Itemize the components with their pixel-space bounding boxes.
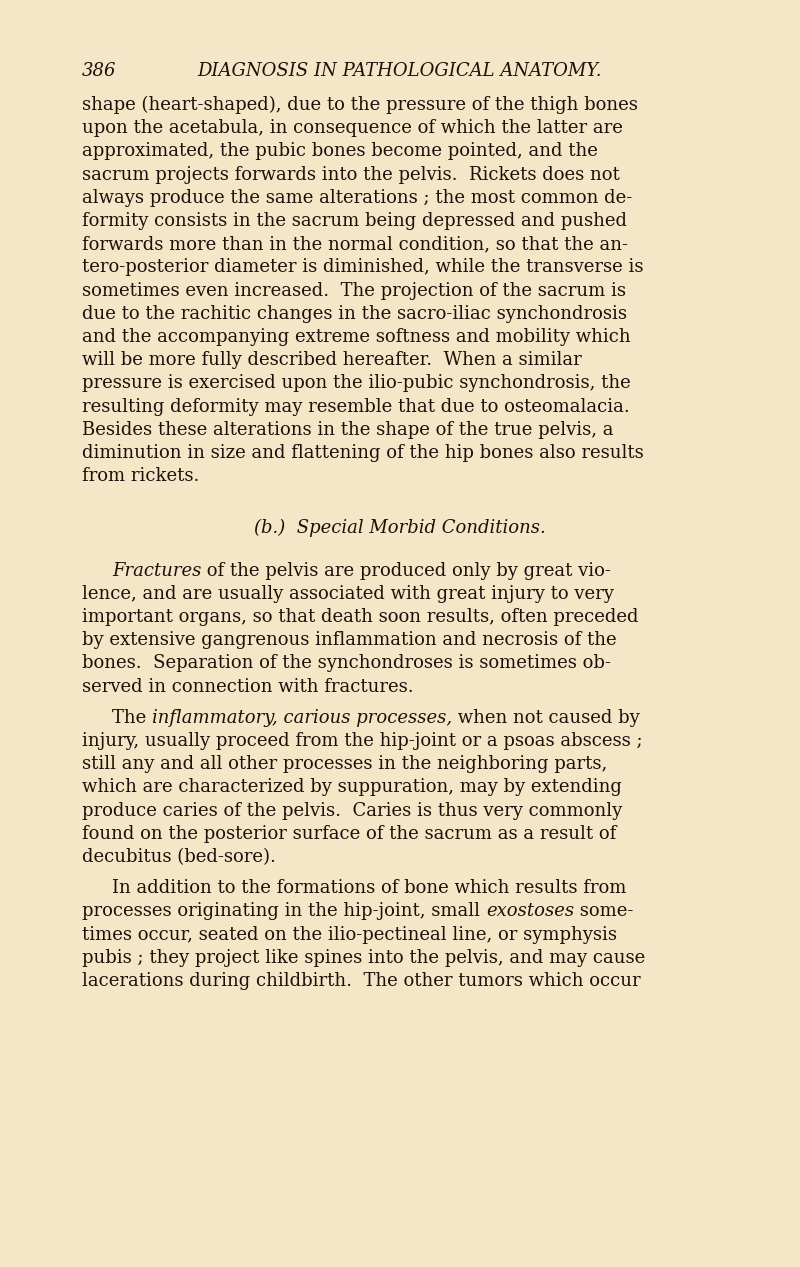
Text: diminution in size and flattening of the hip bones also results: diminution in size and flattening of the… bbox=[82, 443, 644, 462]
Text: (b.)  Special Morbid Conditions.: (b.) Special Morbid Conditions. bbox=[254, 518, 546, 537]
Text: sacrum projects forwards into the pelvis.  Rickets does not: sacrum projects forwards into the pelvis… bbox=[82, 166, 620, 184]
Text: tero-posterior diameter is diminished, while the transverse is: tero-posterior diameter is diminished, w… bbox=[82, 258, 643, 276]
Text: upon the acetabula, in consequence of which the latter are: upon the acetabula, in consequence of wh… bbox=[82, 119, 623, 137]
Text: lacerations during childbirth.  The other tumors which occur: lacerations during childbirth. The other… bbox=[82, 972, 641, 990]
Text: will be more fully described hereafter.  When a similar: will be more fully described hereafter. … bbox=[82, 351, 582, 369]
Text: of the pelvis are produced only by great vio-: of the pelvis are produced only by great… bbox=[202, 561, 611, 579]
Text: exostoses: exostoses bbox=[486, 902, 574, 920]
Text: DIAGNOSIS IN PATHOLOGICAL ANATOMY.: DIAGNOSIS IN PATHOLOGICAL ANATOMY. bbox=[198, 62, 602, 80]
Text: The: The bbox=[112, 708, 152, 727]
Text: still any and all other processes in the neighboring parts,: still any and all other processes in the… bbox=[82, 755, 607, 773]
Text: served in connection with fractures.: served in connection with fractures. bbox=[82, 678, 414, 696]
Text: shape (heart-shaped), due to the pressure of the thigh bones: shape (heart-shaped), due to the pressur… bbox=[82, 96, 638, 114]
Text: Besides these alterations in the shape of the true pelvis, a: Besides these alterations in the shape o… bbox=[82, 421, 614, 438]
Text: injury, usually proceed from the hip-joint or a psoas abscess ;: injury, usually proceed from the hip-joi… bbox=[82, 732, 642, 750]
Text: Fractures: Fractures bbox=[112, 561, 202, 579]
Text: inflammatory, carious processes,: inflammatory, carious processes, bbox=[152, 708, 452, 727]
Text: sometimes even increased.  The projection of the sacrum is: sometimes even increased. The projection… bbox=[82, 281, 626, 299]
Text: lence, and are usually associated with great injury to very: lence, and are usually associated with g… bbox=[82, 585, 614, 603]
Text: and the accompanying extreme softness and mobility which: and the accompanying extreme softness an… bbox=[82, 328, 630, 346]
Text: important organs, so that death soon results, often preceded: important organs, so that death soon res… bbox=[82, 608, 638, 626]
Text: 386: 386 bbox=[82, 62, 117, 80]
Text: times occur, seated on the ilio-pectineal line, or symphysis: times occur, seated on the ilio-pectinea… bbox=[82, 926, 617, 944]
Text: forwards more than in the normal condition, so that the an-: forwards more than in the normal conditi… bbox=[82, 236, 628, 253]
Text: approximated, the pubic bones become pointed, and the: approximated, the pubic bones become poi… bbox=[82, 142, 598, 161]
Text: when not caused by: when not caused by bbox=[452, 708, 640, 727]
Text: produce caries of the pelvis.  Caries is thus very commonly: produce caries of the pelvis. Caries is … bbox=[82, 802, 622, 820]
Text: pressure is exercised upon the ilio-pubic synchondrosis, the: pressure is exercised upon the ilio-pubi… bbox=[82, 375, 630, 393]
Text: processes originating in the hip-joint, small: processes originating in the hip-joint, … bbox=[82, 902, 486, 920]
Text: In addition to the formations of bone which results from: In addition to the formations of bone wh… bbox=[112, 879, 626, 897]
Text: which are characterized by suppuration, may by extending: which are characterized by suppuration, … bbox=[82, 778, 622, 797]
Text: some-: some- bbox=[574, 902, 634, 920]
Text: by extensive gangrenous inflammation and necrosis of the: by extensive gangrenous inflammation and… bbox=[82, 631, 617, 649]
Text: formity consists in the sacrum being depressed and pushed: formity consists in the sacrum being dep… bbox=[82, 212, 627, 231]
Text: pubis ; they project like spines into the pelvis, and may cause: pubis ; they project like spines into th… bbox=[82, 949, 646, 967]
Text: found on the posterior surface of the sacrum as a result of: found on the posterior surface of the sa… bbox=[82, 825, 616, 843]
Text: always produce the same alterations ; the most common de-: always produce the same alterations ; th… bbox=[82, 189, 632, 207]
Text: bones.  Separation of the synchondroses is sometimes ob-: bones. Separation of the synchondroses i… bbox=[82, 654, 611, 673]
Text: from rickets.: from rickets. bbox=[82, 468, 199, 485]
Text: resulting deformity may resemble that due to osteomalacia.: resulting deformity may resemble that du… bbox=[82, 398, 630, 416]
Text: due to the rachitic changes in the sacro-iliac synchondrosis: due to the rachitic changes in the sacro… bbox=[82, 305, 627, 323]
Text: decubitus (bed-sore).: decubitus (bed-sore). bbox=[82, 848, 276, 867]
